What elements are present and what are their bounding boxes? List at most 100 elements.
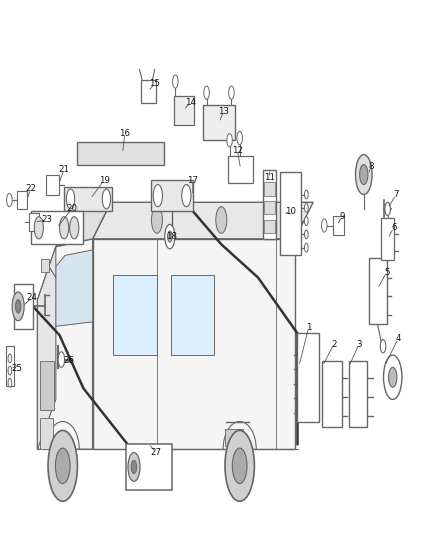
Text: 11: 11 (264, 173, 275, 182)
Text: 18: 18 (166, 232, 177, 241)
FancyBboxPatch shape (263, 170, 276, 239)
Circle shape (48, 431, 78, 502)
Text: 21: 21 (59, 165, 70, 174)
Circle shape (216, 207, 227, 233)
Text: 22: 22 (25, 184, 36, 193)
FancyBboxPatch shape (41, 259, 49, 272)
Circle shape (8, 354, 12, 363)
FancyBboxPatch shape (280, 172, 301, 255)
FancyBboxPatch shape (46, 175, 59, 195)
Text: 25: 25 (11, 364, 22, 373)
Text: 10: 10 (285, 207, 296, 216)
Text: 23: 23 (41, 215, 52, 224)
Circle shape (304, 204, 308, 212)
Text: 24: 24 (26, 293, 37, 302)
Circle shape (55, 448, 70, 483)
Circle shape (384, 355, 402, 399)
Circle shape (356, 155, 372, 195)
Circle shape (15, 300, 21, 313)
Circle shape (58, 352, 64, 367)
FancyBboxPatch shape (265, 201, 275, 214)
Circle shape (167, 231, 172, 242)
Text: 12: 12 (232, 146, 243, 155)
Text: 7: 7 (393, 190, 399, 199)
Polygon shape (38, 247, 56, 449)
Circle shape (67, 189, 75, 209)
Circle shape (7, 193, 12, 207)
Circle shape (225, 431, 254, 502)
Text: 3: 3 (357, 340, 362, 349)
Polygon shape (38, 239, 92, 449)
Circle shape (304, 216, 308, 225)
Circle shape (102, 189, 110, 209)
FancyBboxPatch shape (77, 142, 164, 165)
Text: 8: 8 (368, 163, 374, 171)
Text: 4: 4 (396, 334, 401, 343)
Text: 5: 5 (384, 268, 389, 277)
FancyBboxPatch shape (126, 443, 172, 490)
FancyBboxPatch shape (171, 276, 215, 355)
Circle shape (385, 202, 390, 215)
Circle shape (165, 224, 175, 249)
Circle shape (8, 366, 12, 375)
FancyBboxPatch shape (64, 187, 113, 211)
FancyBboxPatch shape (228, 156, 254, 183)
Circle shape (60, 216, 69, 239)
FancyBboxPatch shape (265, 182, 275, 196)
Circle shape (304, 230, 308, 239)
Circle shape (229, 86, 234, 99)
Circle shape (204, 86, 209, 99)
FancyBboxPatch shape (332, 215, 343, 236)
Circle shape (321, 219, 327, 232)
Text: 15: 15 (149, 79, 160, 88)
FancyBboxPatch shape (152, 180, 193, 211)
Text: 14: 14 (184, 98, 195, 107)
Text: 16: 16 (119, 129, 130, 138)
FancyBboxPatch shape (40, 361, 53, 410)
FancyBboxPatch shape (297, 333, 319, 422)
Circle shape (232, 448, 247, 483)
Text: 19: 19 (99, 175, 110, 184)
FancyBboxPatch shape (31, 211, 83, 244)
Circle shape (173, 75, 178, 88)
FancyBboxPatch shape (17, 191, 27, 209)
Circle shape (304, 243, 308, 252)
Circle shape (182, 184, 191, 207)
FancyBboxPatch shape (29, 213, 39, 231)
Circle shape (128, 453, 140, 481)
FancyBboxPatch shape (349, 361, 367, 427)
Circle shape (8, 378, 12, 387)
Circle shape (389, 367, 397, 387)
Polygon shape (56, 202, 111, 247)
Text: 27: 27 (151, 448, 162, 457)
Text: 6: 6 (391, 223, 396, 232)
Text: 1: 1 (306, 323, 311, 332)
Circle shape (360, 165, 368, 184)
Text: 26: 26 (63, 356, 74, 365)
Circle shape (34, 216, 43, 239)
Text: 2: 2 (331, 340, 337, 349)
Text: 9: 9 (339, 212, 344, 221)
FancyBboxPatch shape (225, 429, 244, 446)
FancyBboxPatch shape (6, 346, 14, 386)
Circle shape (12, 292, 24, 321)
Polygon shape (47, 250, 92, 327)
Text: 13: 13 (218, 107, 229, 116)
FancyBboxPatch shape (173, 96, 194, 125)
Circle shape (70, 216, 79, 239)
Circle shape (152, 207, 162, 233)
FancyBboxPatch shape (141, 80, 155, 102)
FancyBboxPatch shape (14, 284, 33, 328)
Circle shape (237, 131, 243, 144)
FancyBboxPatch shape (322, 361, 342, 427)
Polygon shape (92, 202, 313, 239)
Circle shape (227, 134, 232, 147)
FancyBboxPatch shape (113, 276, 157, 355)
Polygon shape (92, 239, 295, 449)
Circle shape (131, 461, 137, 474)
Circle shape (304, 190, 308, 199)
FancyBboxPatch shape (369, 257, 387, 324)
FancyBboxPatch shape (381, 218, 394, 260)
FancyBboxPatch shape (40, 418, 53, 449)
FancyBboxPatch shape (203, 105, 235, 140)
